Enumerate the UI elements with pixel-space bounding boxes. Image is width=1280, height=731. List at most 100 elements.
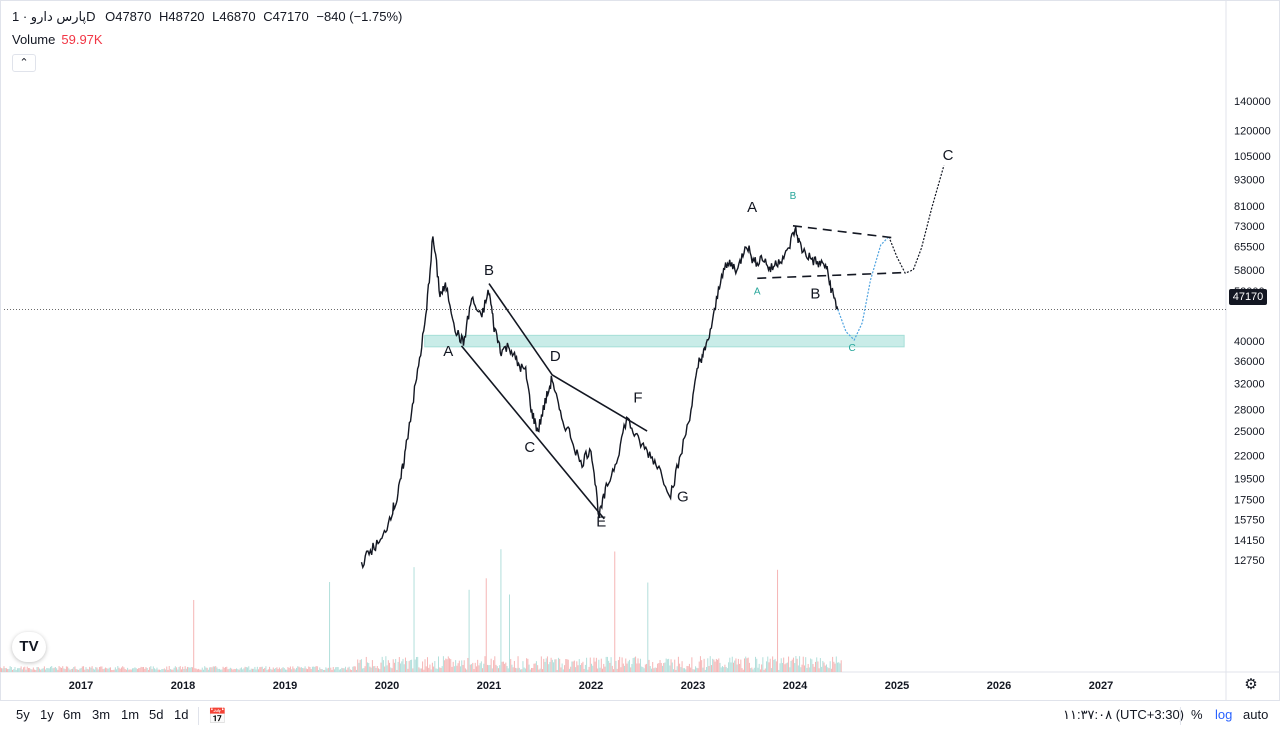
volume-bar [725,666,727,672]
volume-bar [424,659,426,672]
price-tick-label: 12750 [1234,555,1265,567]
volume-bar [763,669,765,672]
timezone-label[interactable]: ۱۱:۳۷:۰۸ (UTC+3:30) [1063,707,1184,722]
price-tick-label: 140000 [1234,96,1271,108]
price-tick-label: 25000 [1234,426,1265,438]
range-1y-button[interactable]: 1y [40,707,54,722]
volume-bar [616,668,618,672]
price-tick-label: 105000 [1234,151,1271,163]
volume-bar [37,667,39,672]
volume-bar [726,668,728,672]
range-5d-button[interactable]: 5d [149,707,164,722]
volume-bar [112,669,114,672]
volume-bar [349,669,351,672]
volume-bar [80,668,82,672]
volume-bar [548,664,550,672]
volume-bar [329,582,331,672]
calendar-range-icon[interactable]: 📅 [208,708,227,725]
volume-bar [215,666,217,672]
volume-bar [494,656,496,672]
range-6m-button[interactable]: 6m [63,707,82,722]
volume-bar [195,668,197,672]
volume-bar [315,666,317,672]
volume-bar [216,667,218,672]
volume-bar [810,658,812,672]
volume-bar [686,665,688,672]
volume-bar [508,594,510,672]
volume-bar [584,664,586,672]
volume-bar [401,661,403,672]
volume-bar [627,661,629,672]
volume-bar [81,666,83,672]
volume-bar [472,662,474,672]
volume-bar [673,669,675,672]
volume-bar [789,667,791,672]
volume-bar [599,667,601,672]
volume-bar [559,658,561,672]
range-1m-button[interactable]: 1m [121,707,140,722]
volume-bar [68,668,70,672]
volume-bar [321,669,323,672]
volume-bar [786,662,788,672]
volume-bar [814,661,816,672]
volume-bar [506,666,508,672]
price-tick-label: 81000 [1234,201,1265,213]
volume-bar [802,656,804,672]
volume-bar [452,661,454,672]
range-3m-button[interactable]: 3m [92,707,111,722]
volume-bar [730,662,732,672]
volume-bar [319,667,321,672]
volume-bar [544,661,546,672]
volume-bar [840,660,842,672]
trendline [460,345,605,520]
volume-bar [184,666,186,672]
volume-bar [532,667,534,672]
range-1d-button[interactable]: 1d [174,707,189,722]
volume-bar [824,665,826,672]
range-5y-button[interactable]: 5y [16,707,30,722]
tradingview-logo-icon[interactable]: TV [12,632,46,662]
volume-bar [687,666,689,672]
volume-bar [757,667,759,672]
wave-label: A [747,199,757,216]
volume-bar [791,659,793,672]
volume-bar [637,658,639,672]
volume-bar [336,667,338,672]
percent-toggle[interactable]: % [1191,707,1203,722]
volume-bar [70,668,72,672]
volume-bar [502,661,504,672]
symbol-label[interactable]: پارس دارو · 1D [12,9,96,24]
volume-bar [457,663,459,672]
volume-bar [105,667,107,672]
volume-bar [496,666,498,672]
auto-toggle[interactable]: auto [1243,707,1269,722]
volume-bar [442,656,444,672]
volume-bar [430,669,432,672]
chevron-up-icon[interactable]: ⌃ [12,54,36,72]
volume-bar [373,666,375,672]
volume-bar [362,668,364,672]
volume-bar [102,669,104,672]
volume-bar [168,666,170,672]
price-tick-label: 17500 [1234,494,1265,506]
log-toggle[interactable]: log [1215,707,1233,722]
volume-bar [332,666,334,672]
volume-bar [40,669,42,672]
volume-bar [118,667,120,672]
volume-bar [504,663,506,672]
volume-bar [624,665,626,672]
volume-bar [818,668,820,672]
toolbar-separator [198,707,199,725]
volume-bar [242,669,244,672]
volume-bar [821,666,823,672]
volume-bar [0,667,1,672]
wave-label: C [943,147,954,164]
volume-bar [619,656,621,672]
volume-bar [524,668,526,672]
gear-icon[interactable]: ⚙ [1244,676,1258,693]
volume-bar [74,666,76,672]
volume-bar [777,569,779,672]
volume-bar [446,659,448,672]
volume-bar [741,668,743,672]
